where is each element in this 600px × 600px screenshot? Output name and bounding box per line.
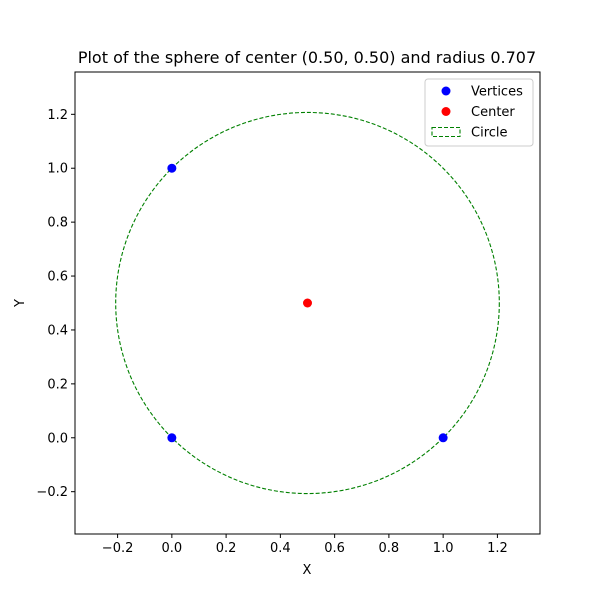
x-tick-label: 0.8 [379, 541, 400, 556]
legend-label-circle: Circle [471, 126, 508, 141]
plot-frame [74, 71, 541, 535]
x-tick-label: −0.2 [102, 541, 134, 556]
x-tick-label: 1.2 [487, 541, 508, 556]
y-tick-label: 0.8 [47, 216, 68, 231]
plot-area [115, 111, 500, 495]
legend: Vertices Center Circle [424, 78, 534, 147]
legend-box [424, 78, 534, 147]
x-tick-label: 0.4 [270, 541, 291, 556]
center-point [303, 298, 312, 308]
chart-title: Plot of the sphere of center (0.50, 0.50… [78, 48, 536, 67]
legend-marker-circle [431, 126, 461, 138]
x-tick-label: 1.0 [433, 541, 454, 556]
y-tick-label: 0.2 [47, 377, 68, 392]
legend-label-center: Center [471, 105, 515, 120]
vertices-point [167, 163, 177, 173]
y-tick-label: 1.0 [47, 162, 68, 177]
y-tick-label: 0.0 [47, 431, 68, 446]
y-tick-label: 0.6 [47, 270, 68, 285]
circle-outline [115, 111, 500, 495]
vertices-point [438, 433, 448, 443]
x-tick-label: 0.6 [324, 541, 345, 556]
y-axis-label: Y [13, 299, 28, 308]
legend-marker-vertices [441, 86, 451, 96]
x-tick-label: 0.2 [216, 541, 237, 556]
y-tick-label: −0.2 [36, 485, 68, 500]
x-axis-label: X [303, 563, 312, 578]
x-axis: −0.2 0.0 0.2 0.4 0.6 0.8 1.0 1.2 [102, 534, 508, 556]
vertices-point [167, 433, 177, 443]
legend-label-vertices: Vertices [471, 85, 523, 100]
legend-marker-center [441, 107, 451, 116]
y-tick-label: 1.2 [47, 108, 68, 123]
y-axis: −0.2 0.0 0.2 0.4 0.6 0.8 1.0 1.2 [36, 108, 75, 500]
y-tick-label: 0.4 [47, 323, 68, 338]
x-tick-label: 0.0 [162, 541, 183, 556]
